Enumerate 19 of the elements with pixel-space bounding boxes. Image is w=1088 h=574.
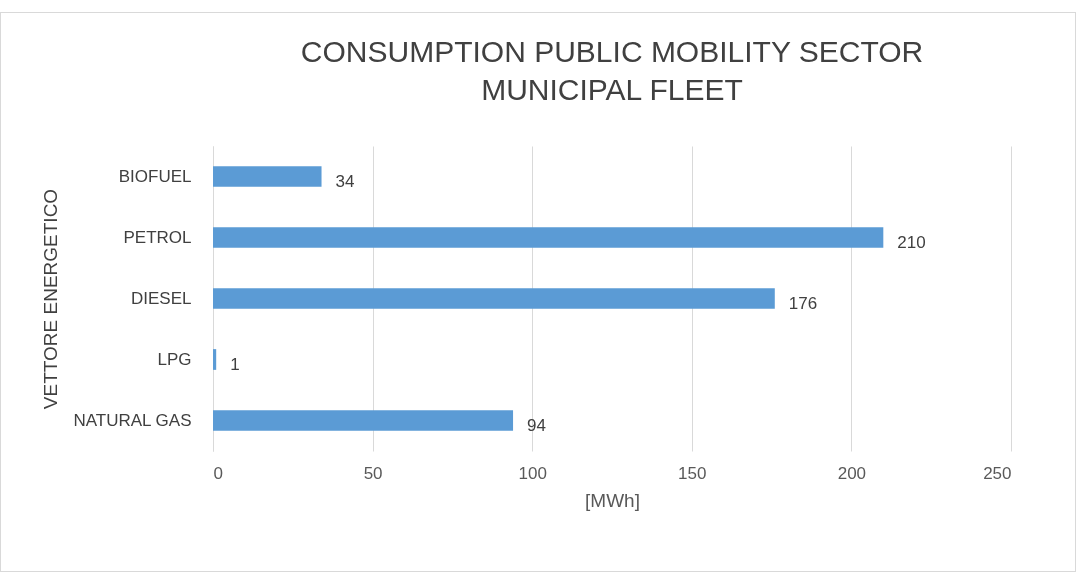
data-label: 210 (897, 232, 926, 252)
data-label: 176 (788, 293, 818, 313)
x-tick-label: 250 (983, 463, 1012, 483)
chart-title: CONSUMPTION PUBLIC MOBILITY SECTOR MUNICIPAL FLEET (300, 35, 924, 106)
x-tick-label: 200 (837, 463, 867, 483)
y-tick-label: PETROL (123, 227, 192, 247)
data-label: 94 (527, 415, 546, 435)
y-tick-label: LPG (157, 349, 192, 369)
y-tick-label: NATURAL GAS (73, 410, 192, 430)
x-tick-label: 50 (363, 463, 383, 483)
x-axis-title: [MWh] (585, 489, 640, 511)
data-label: 34 (335, 171, 355, 191)
y-axis-title: VETTORE ENERGETICO (39, 188, 61, 410)
y-tick-label: BIOFUEL (118, 166, 192, 186)
x-tick-label: 150 (678, 463, 707, 483)
data-label: 1 (230, 354, 240, 374)
y-tick-label: DIESEL (131, 288, 192, 308)
x-tick-label: 100 (518, 463, 547, 483)
x-tick-label: 0 (213, 463, 223, 483)
